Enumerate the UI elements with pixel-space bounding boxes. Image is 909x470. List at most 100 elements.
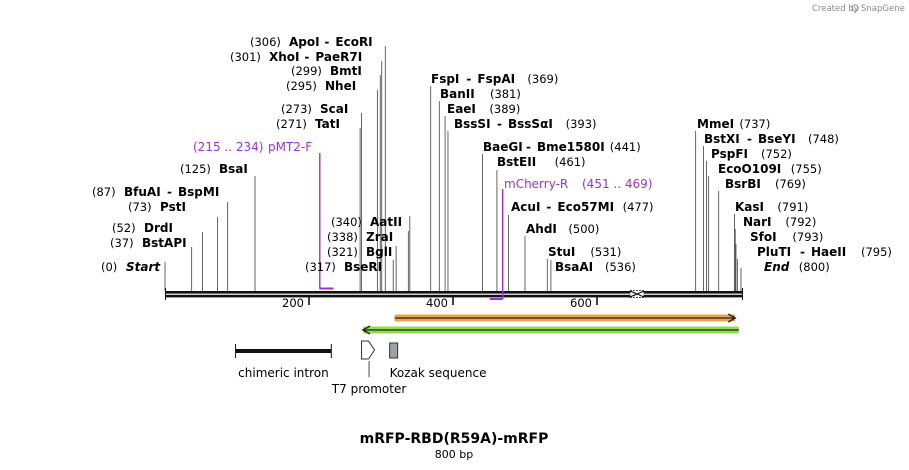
primer-annotations: (215 .. 234) pMT2-F mCherry-R (451 .. 469) xyxy=(193,140,653,300)
feature-kozak-sequence[interactable]: Kozak sequence xyxy=(389,342,487,380)
site-bseri[interactable]: (317) BseRI xyxy=(305,260,382,274)
site-psti[interactable]: (73) PstI xyxy=(128,200,186,214)
site-sfoi[interactable]: SfoI (793) xyxy=(750,230,823,244)
site-banii[interactable]: BanII (381) xyxy=(440,87,521,101)
site-name: DrdI xyxy=(144,221,173,235)
site-position: (769) xyxy=(775,177,806,191)
site-name: ScaI xyxy=(320,102,348,116)
site-name: BanII xyxy=(440,87,475,101)
site-position: (531) xyxy=(590,245,621,259)
site-name: PspFI xyxy=(711,147,748,161)
site-position: (321) xyxy=(327,245,358,259)
site-position: (393) xyxy=(566,117,597,131)
site-name: Eco57MI xyxy=(557,200,614,214)
site-position: (795) xyxy=(861,245,892,259)
site-name: BfuAI xyxy=(124,185,161,199)
site-position: (295) xyxy=(286,79,317,93)
site-position: (125) xyxy=(180,162,211,176)
site-name: BstAPI xyxy=(142,236,187,250)
site-pluti-haeii[interactable]: PluTI - HaeII (795) xyxy=(757,245,892,259)
site-separator: - xyxy=(466,72,471,86)
site-nhei[interactable]: (295) NheI xyxy=(286,79,356,93)
site-acui-eco57mi[interactable]: AcuI - Eco57MI (477) xyxy=(511,200,654,214)
site-bsssi-bsss-i[interactable]: BssSI - BssSαI (393) xyxy=(454,117,597,131)
tick-600: 600 xyxy=(570,296,598,310)
primer-pmt2-f[interactable]: (215 .. 234) pMT2-F xyxy=(193,140,334,290)
site-position: (73) xyxy=(128,200,152,214)
site-separator: - xyxy=(526,140,531,154)
site-separator: - xyxy=(324,35,329,49)
site-bstapi[interactable]: (37) BstAPI xyxy=(110,236,187,250)
feature-chimeric-intron[interactable]: chimeric intron xyxy=(235,344,332,380)
orf-forward[interactable] xyxy=(394,313,737,323)
site-position: (536) xyxy=(605,260,636,274)
restriction-site-labels: (0) Start (37) BstAPI (52) DrdI (73) PstI (87) Bf… xyxy=(92,35,892,274)
site-name: BstXI xyxy=(704,132,740,146)
site-bsrbi[interactable]: BsrBI (769) xyxy=(725,177,806,191)
kozak-box xyxy=(389,342,399,359)
dna-backbone[interactable] xyxy=(165,288,743,300)
site-scai[interactable]: (273) ScaI xyxy=(281,102,348,116)
site-bfuai-bspmi[interactable]: (87) BfuAI - BspMI xyxy=(92,185,219,199)
site-xhoi-paer7i[interactable]: (301) XhoI - PaeR7I xyxy=(230,50,362,64)
site-position: (340) xyxy=(331,215,362,229)
site-position: (52) xyxy=(112,221,136,235)
site-name: Start xyxy=(126,260,161,274)
site-position: (755) xyxy=(791,162,822,176)
primer-mcherry-r[interactable]: mCherry-R (451 .. 469) xyxy=(489,177,653,300)
site-position: (752) xyxy=(761,147,792,161)
credit-prefix: Created by xyxy=(812,4,859,14)
site-eaei[interactable]: EaeI (389) xyxy=(447,102,520,116)
snapgene-logo-icon xyxy=(851,4,859,12)
feature-t7-promoter[interactable]: T7 promoter xyxy=(331,340,407,396)
site-position: (87) xyxy=(92,185,116,199)
feature-label: T7 promoter xyxy=(331,382,407,396)
site-kasi[interactable]: KasI (791) xyxy=(735,200,808,214)
site-zrai[interactable]: (338) ZraI xyxy=(327,230,393,244)
site-start[interactable]: (0) Start xyxy=(101,260,161,274)
site-baegi-bme1580i[interactable]: BaeGI - Bme1580I (441) xyxy=(483,140,641,154)
site-fspi-fspai[interactable]: FspI - FspAI (369) xyxy=(431,72,558,86)
site-name: PluTI xyxy=(757,245,791,259)
site-drdi[interactable]: (52) DrdI xyxy=(112,221,173,235)
site-separator: - xyxy=(747,132,752,146)
site-leader-lines xyxy=(164,46,742,291)
site-end[interactable]: End (800) xyxy=(764,260,830,274)
site-name: Bme1580I xyxy=(537,140,605,154)
site-bsaai[interactable]: BsaAI (536) xyxy=(555,260,636,274)
site-bmti[interactable]: (299) BmtI xyxy=(291,64,362,78)
site-name: StuI xyxy=(548,245,575,259)
site-bsteii[interactable]: BstEII (461) xyxy=(497,155,586,169)
site-name: EaeI xyxy=(447,102,476,116)
primer-name: pMT2-F xyxy=(268,140,312,154)
site-pspfi[interactable]: PspFI (752) xyxy=(711,147,792,161)
site-position: (273) xyxy=(281,102,312,116)
site-ahdi[interactable]: AhdI (500) xyxy=(526,222,599,236)
site-position: (306) xyxy=(250,35,281,49)
site-position: (748) xyxy=(808,132,839,146)
site-apoi-ecori[interactable]: (306) ApoI - EcoRI xyxy=(250,35,373,49)
site-stui[interactable]: StuI (531) xyxy=(548,245,621,259)
site-aatii[interactable]: (340) AatII xyxy=(331,215,402,229)
site-position: (338) xyxy=(327,230,358,244)
site-name: BsaI xyxy=(219,162,248,176)
site-name: BseYI xyxy=(758,132,796,146)
orf-arrowhead-icon xyxy=(361,325,371,335)
orf-reverse[interactable] xyxy=(361,325,739,335)
site-nari[interactable]: NarI (792) xyxy=(743,215,816,229)
site-name: BsrBI xyxy=(725,177,761,191)
site-tati[interactable]: (271) TatI xyxy=(276,117,340,131)
site-position: (477) xyxy=(623,200,654,214)
site-bgli[interactable]: (321) BglI xyxy=(327,245,392,259)
site-name: EcoO109I xyxy=(718,162,781,176)
site-position: (0) xyxy=(101,260,117,274)
site-bsai[interactable]: (125) BsaI xyxy=(180,162,248,176)
site-ecoo109i[interactable]: EcoO109I (755) xyxy=(718,162,822,176)
site-name: ZraI xyxy=(366,230,393,244)
site-name: ApoI xyxy=(289,35,320,49)
site-name: PstI xyxy=(160,200,186,214)
site-bstxi-bseyi[interactable]: BstXI - BseYI (748) xyxy=(704,132,839,146)
site-separator: - xyxy=(800,245,805,259)
site-mmei[interactable]: MmeI (737) xyxy=(697,117,770,131)
